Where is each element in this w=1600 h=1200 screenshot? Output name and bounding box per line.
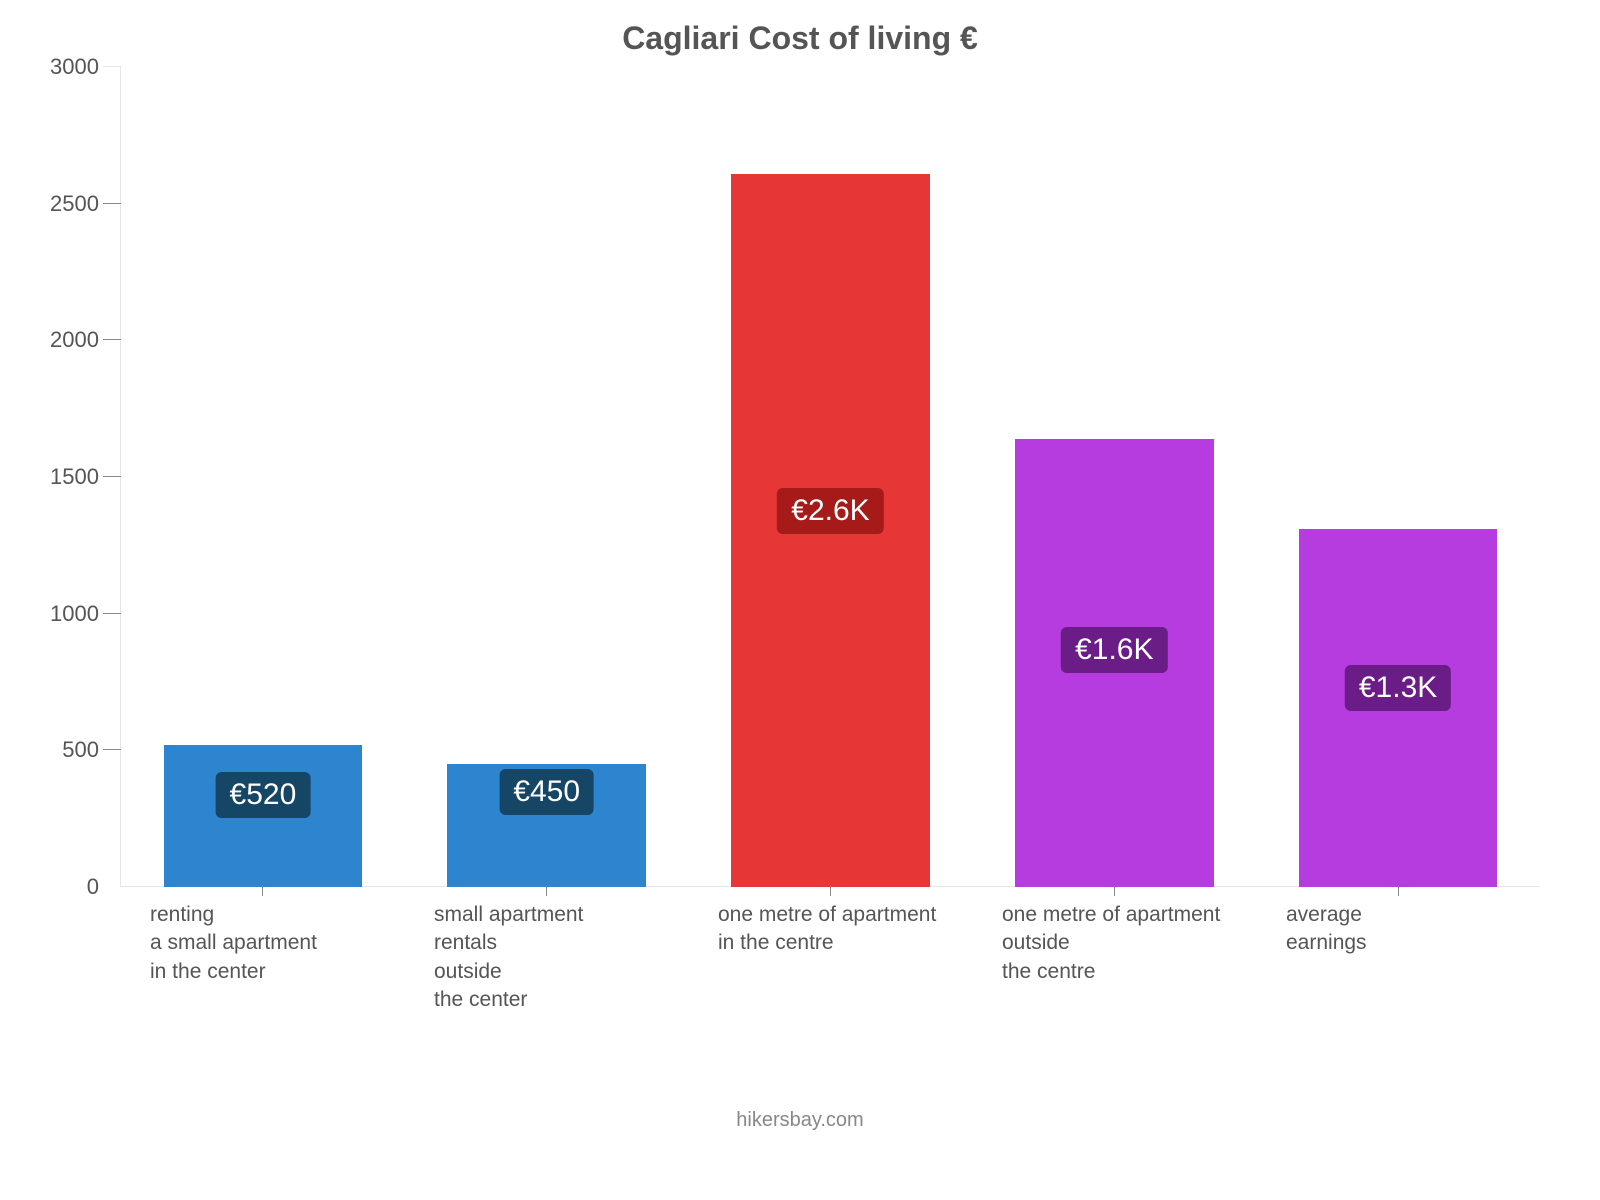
bar: €520 (164, 745, 363, 887)
bar-slot: €520 (121, 67, 405, 887)
x-axis-category-label: small apartment rentals outside the cent… (404, 887, 688, 1014)
value-badge: €1.3K (1345, 665, 1451, 711)
x-label-slot: renting a small apartment in the center (120, 887, 404, 1014)
x-tick (546, 886, 547, 896)
x-tick (1398, 886, 1399, 896)
y-axis-label: 1000 (50, 601, 99, 627)
y-tick (103, 339, 121, 340)
value-badge: €1.6K (1061, 627, 1167, 673)
x-tick (830, 886, 831, 896)
y-axis-label: 500 (62, 737, 99, 763)
x-axis-category-label: one metre of apartment outside the centr… (972, 887, 1256, 986)
bar: €2.6K (731, 174, 930, 887)
y-tick (103, 66, 121, 67)
bars-container: €520 €450 €2.6K €1.6K €1.3K (121, 67, 1540, 887)
x-label-slot: small apartment rentals outside the cent… (404, 887, 688, 1014)
x-label-slot: one metre of apartment outside the centr… (972, 887, 1256, 1014)
y-tick (103, 749, 121, 750)
y-tick (103, 476, 121, 477)
x-axis-labels: renting a small apartment in the centers… (120, 887, 1540, 1014)
y-axis-label: 2000 (50, 327, 99, 353)
bar-slot: €450 (405, 67, 689, 887)
bar-slot: €1.6K (972, 67, 1256, 887)
bar: €1.6K (1015, 439, 1214, 887)
y-tick (103, 613, 121, 614)
y-axis-label: 2500 (50, 191, 99, 217)
value-badge: €520 (216, 772, 311, 818)
x-label-slot: one metre of apartment in the centre (688, 887, 972, 1014)
y-tick (103, 203, 121, 204)
x-tick (1114, 886, 1115, 896)
y-axis-label: 0 (87, 874, 99, 900)
bar-slot: €2.6K (689, 67, 973, 887)
x-axis-category-label: renting a small apartment in the center (120, 887, 404, 986)
plot-area: €520€450€2.6K€1.6K€1.3K 0500100015002000… (120, 67, 1540, 887)
chart-title: Cagliari Cost of living € (40, 20, 1560, 57)
x-tick (262, 886, 263, 896)
value-badge: €2.6K (777, 488, 883, 534)
bar: €450 (447, 764, 646, 887)
x-label-slot: average earnings (1256, 887, 1540, 1014)
bar-slot: €1.3K (1256, 67, 1540, 887)
x-axis-category-label: one metre of apartment in the centre (688, 887, 972, 958)
attribution: hikersbay.com (40, 1109, 1560, 1132)
value-badge: €450 (499, 769, 594, 815)
x-axis-category-label: average earnings (1256, 887, 1540, 958)
bar: €1.3K (1299, 529, 1498, 887)
cost-of-living-chart: Cagliari Cost of living € €520€450€2.6K€… (40, 20, 1560, 1140)
y-axis-label: 1500 (50, 464, 99, 490)
y-axis-label: 3000 (50, 54, 99, 80)
